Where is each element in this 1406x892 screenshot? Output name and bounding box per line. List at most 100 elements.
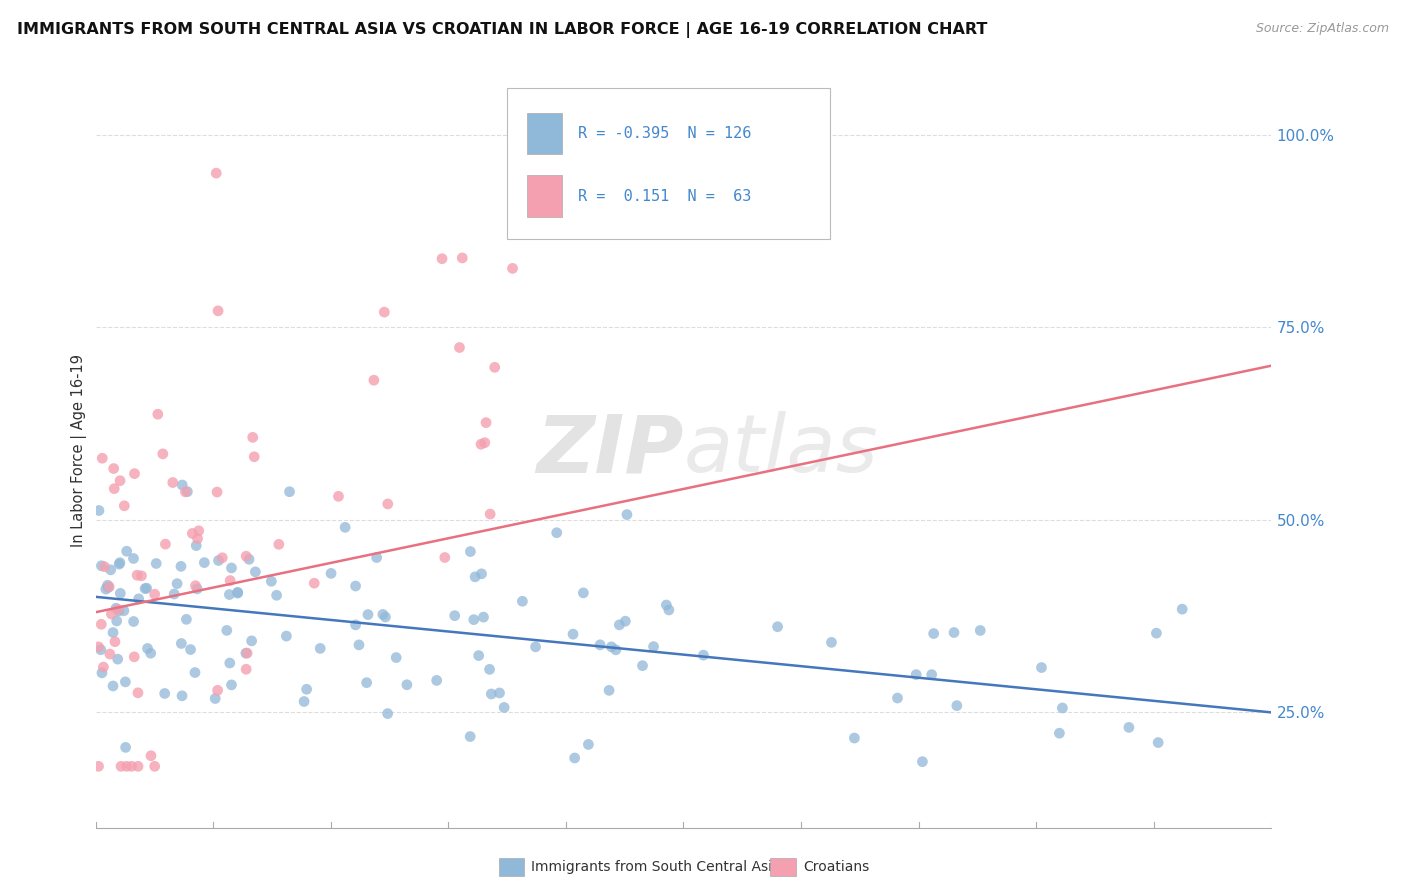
- Point: [221, 561, 243, 575]
- Point: [475, 416, 498, 430]
- Point: [395, 678, 418, 692]
- Point: [152, 447, 174, 461]
- Point: [205, 166, 228, 180]
- Point: [943, 625, 966, 640]
- Point: [127, 686, 149, 700]
- Point: [470, 566, 492, 581]
- Point: [170, 689, 193, 703]
- Point: [139, 646, 162, 660]
- Point: [108, 474, 131, 488]
- Point: [94, 582, 117, 596]
- Point: [238, 552, 260, 566]
- Point: [127, 568, 149, 582]
- Point: [589, 638, 612, 652]
- Point: [205, 485, 228, 500]
- Point: [91, 665, 114, 680]
- Point: [467, 648, 489, 663]
- Point: [609, 617, 631, 632]
- Text: R =  0.151  N =  63: R = 0.151 N = 63: [578, 188, 751, 203]
- Point: [226, 585, 249, 599]
- Point: [266, 588, 288, 602]
- Point: [479, 507, 502, 521]
- Point: [344, 579, 367, 593]
- Point: [176, 484, 198, 499]
- Text: ZIP: ZIP: [536, 411, 683, 490]
- Point: [235, 549, 257, 564]
- Point: [186, 532, 208, 546]
- Point: [512, 594, 534, 608]
- Point: [460, 544, 482, 558]
- Point: [100, 563, 122, 577]
- Point: [170, 559, 193, 574]
- Point: [121, 759, 143, 773]
- Point: [107, 604, 129, 618]
- Point: [108, 557, 131, 571]
- Point: [385, 650, 408, 665]
- Point: [614, 614, 637, 628]
- Point: [1047, 726, 1070, 740]
- Point: [136, 641, 159, 656]
- Point: [245, 565, 267, 579]
- Point: [292, 694, 315, 708]
- Point: [449, 341, 471, 355]
- Point: [295, 682, 318, 697]
- Point: [143, 759, 166, 773]
- Point: [562, 627, 585, 641]
- Point: [443, 608, 465, 623]
- Point: [658, 603, 681, 617]
- Y-axis label: In Labor Force | Age 16-19: In Labor Force | Age 16-19: [72, 354, 87, 547]
- Point: [184, 665, 207, 680]
- Point: [91, 451, 114, 466]
- Point: [181, 526, 204, 541]
- Point: [193, 556, 215, 570]
- Point: [139, 748, 162, 763]
- Point: [363, 373, 385, 387]
- Point: [267, 537, 290, 551]
- Text: Source: ZipAtlas.com: Source: ZipAtlas.com: [1256, 22, 1389, 36]
- Point: [484, 360, 506, 375]
- Point: [204, 691, 226, 706]
- Point: [572, 586, 595, 600]
- Point: [215, 624, 238, 638]
- Point: [911, 755, 934, 769]
- Point: [426, 673, 449, 688]
- Point: [235, 662, 257, 676]
- Point: [374, 610, 396, 624]
- Point: [371, 607, 394, 622]
- Point: [605, 643, 627, 657]
- Point: [478, 662, 501, 676]
- Point: [616, 508, 638, 522]
- Point: [122, 615, 145, 629]
- Point: [108, 556, 131, 570]
- Point: [153, 686, 176, 700]
- Point: [112, 604, 135, 618]
- Point: [373, 305, 395, 319]
- Point: [347, 638, 370, 652]
- Point: [187, 524, 209, 538]
- Point: [180, 642, 202, 657]
- Point: [124, 467, 146, 481]
- Point: [207, 683, 229, 698]
- Point: [115, 759, 138, 773]
- Point: [221, 678, 243, 692]
- Point: [344, 618, 367, 632]
- Point: [236, 646, 259, 660]
- Point: [692, 648, 714, 662]
- Point: [1052, 701, 1074, 715]
- Point: [135, 581, 157, 595]
- Point: [90, 642, 112, 657]
- Point: [470, 437, 492, 451]
- Point: [87, 503, 110, 517]
- Point: [430, 252, 453, 266]
- Point: [433, 550, 456, 565]
- Point: [110, 586, 132, 600]
- Point: [1147, 735, 1170, 749]
- Text: R = -0.395  N = 126: R = -0.395 N = 126: [578, 126, 751, 141]
- Point: [174, 484, 197, 499]
- Point: [451, 251, 474, 265]
- Point: [122, 551, 145, 566]
- Point: [103, 461, 125, 475]
- Point: [309, 641, 332, 656]
- Point: [105, 601, 128, 615]
- Point: [97, 578, 120, 592]
